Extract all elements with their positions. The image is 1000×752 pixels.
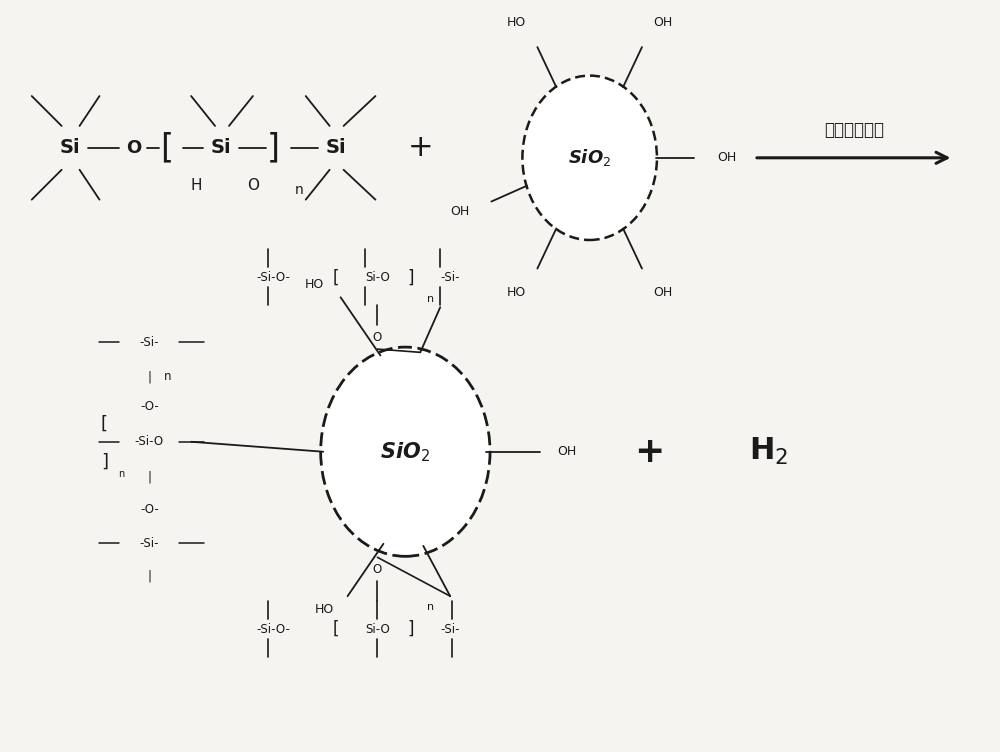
Text: +: +: [407, 133, 433, 162]
Text: n: n: [163, 371, 171, 384]
Text: |: |: [147, 470, 151, 483]
Text: -O-: -O-: [140, 503, 159, 516]
Text: O: O: [373, 562, 382, 576]
Text: |: |: [147, 570, 151, 583]
Text: ]: ]: [407, 268, 414, 287]
Text: HO: HO: [507, 17, 526, 29]
Text: HO: HO: [314, 602, 334, 616]
Text: [: [: [160, 132, 173, 165]
Text: HO: HO: [304, 277, 324, 291]
Text: HO: HO: [507, 287, 526, 299]
Text: [: [: [101, 415, 108, 433]
Text: Si: Si: [59, 138, 80, 157]
Text: -Si-: -Si-: [140, 537, 159, 550]
Text: -Si-: -Si-: [140, 335, 159, 349]
Text: SiO$_2$: SiO$_2$: [380, 440, 430, 463]
Text: -O-: -O-: [140, 400, 159, 414]
Text: O: O: [126, 139, 141, 157]
Text: OH: OH: [557, 445, 576, 458]
Text: OH: OH: [653, 287, 673, 299]
Text: -Si-: -Si-: [440, 623, 460, 635]
Text: H$_2$: H$_2$: [749, 436, 789, 467]
Text: OH: OH: [451, 205, 470, 217]
Text: n: n: [427, 602, 434, 612]
Text: Si-O: Si-O: [365, 623, 390, 635]
Text: H: H: [190, 178, 202, 193]
Text: -Si-: -Si-: [440, 271, 460, 284]
Text: n: n: [294, 183, 303, 197]
Text: n: n: [118, 468, 125, 478]
Text: -Si-O: -Si-O: [135, 435, 164, 448]
Text: -Si-O-: -Si-O-: [256, 623, 290, 635]
Text: SiO$_2$: SiO$_2$: [568, 147, 611, 168]
Text: OH: OH: [717, 151, 736, 164]
Text: Si-O: Si-O: [365, 271, 390, 284]
Text: ]: ]: [266, 132, 279, 165]
Text: |: |: [147, 371, 151, 384]
Text: O: O: [247, 178, 259, 193]
Text: 水溶性金属盐: 水溶性金属盐: [824, 121, 884, 139]
Ellipse shape: [321, 347, 490, 556]
Text: +: +: [634, 435, 665, 468]
Text: O: O: [373, 331, 382, 344]
Text: OH: OH: [653, 17, 673, 29]
Text: ]: ]: [101, 453, 108, 471]
Text: [: [: [332, 620, 339, 638]
Text: Si: Si: [325, 138, 346, 157]
Ellipse shape: [522, 76, 657, 240]
Text: ]: ]: [407, 620, 414, 638]
Text: [: [: [332, 268, 339, 287]
Text: -Si-O-: -Si-O-: [256, 271, 290, 284]
Text: Si: Si: [211, 138, 231, 157]
Text: n: n: [427, 294, 434, 305]
